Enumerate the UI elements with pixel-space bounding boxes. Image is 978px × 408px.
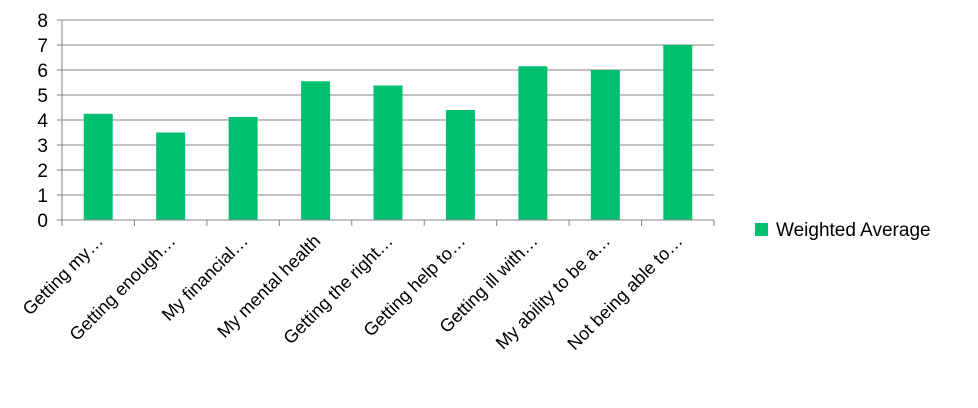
- bar-6: [445, 110, 475, 220]
- y-tick-label-2: 2: [37, 161, 48, 182]
- y-tick-label-8: 8: [37, 11, 48, 32]
- bar-7: [518, 66, 548, 220]
- axes: [57, 19, 715, 226]
- y-tick-label-0: 0: [37, 211, 48, 232]
- bar-2: [156, 132, 186, 220]
- bar-9: [663, 45, 693, 220]
- legend-swatch: [755, 223, 768, 236]
- legend: Weighted Average: [755, 220, 931, 241]
- bar-4: [301, 81, 331, 220]
- y-tick-label-5: 5: [37, 86, 48, 107]
- y-tick-label-3: 3: [37, 136, 48, 157]
- bar-8: [590, 70, 620, 220]
- bars: [83, 45, 693, 220]
- y-tick-label-1: 1: [37, 186, 48, 207]
- bar-1: [83, 113, 113, 220]
- y-tick-label-4: 4: [37, 111, 48, 132]
- bar-3: [228, 117, 258, 220]
- y-tick-label-7: 7: [37, 36, 48, 57]
- y-tick-label-6: 6: [37, 61, 48, 82]
- bar-5: [373, 85, 403, 220]
- legend-label-weighted-average: Weighted Average: [776, 220, 931, 241]
- x-tick-labels: Getting my…Getting enough…My financial…M…: [19, 231, 687, 354]
- y-tick-labels: 0 1 2 3 4 5 6 7 8: [37, 11, 48, 232]
